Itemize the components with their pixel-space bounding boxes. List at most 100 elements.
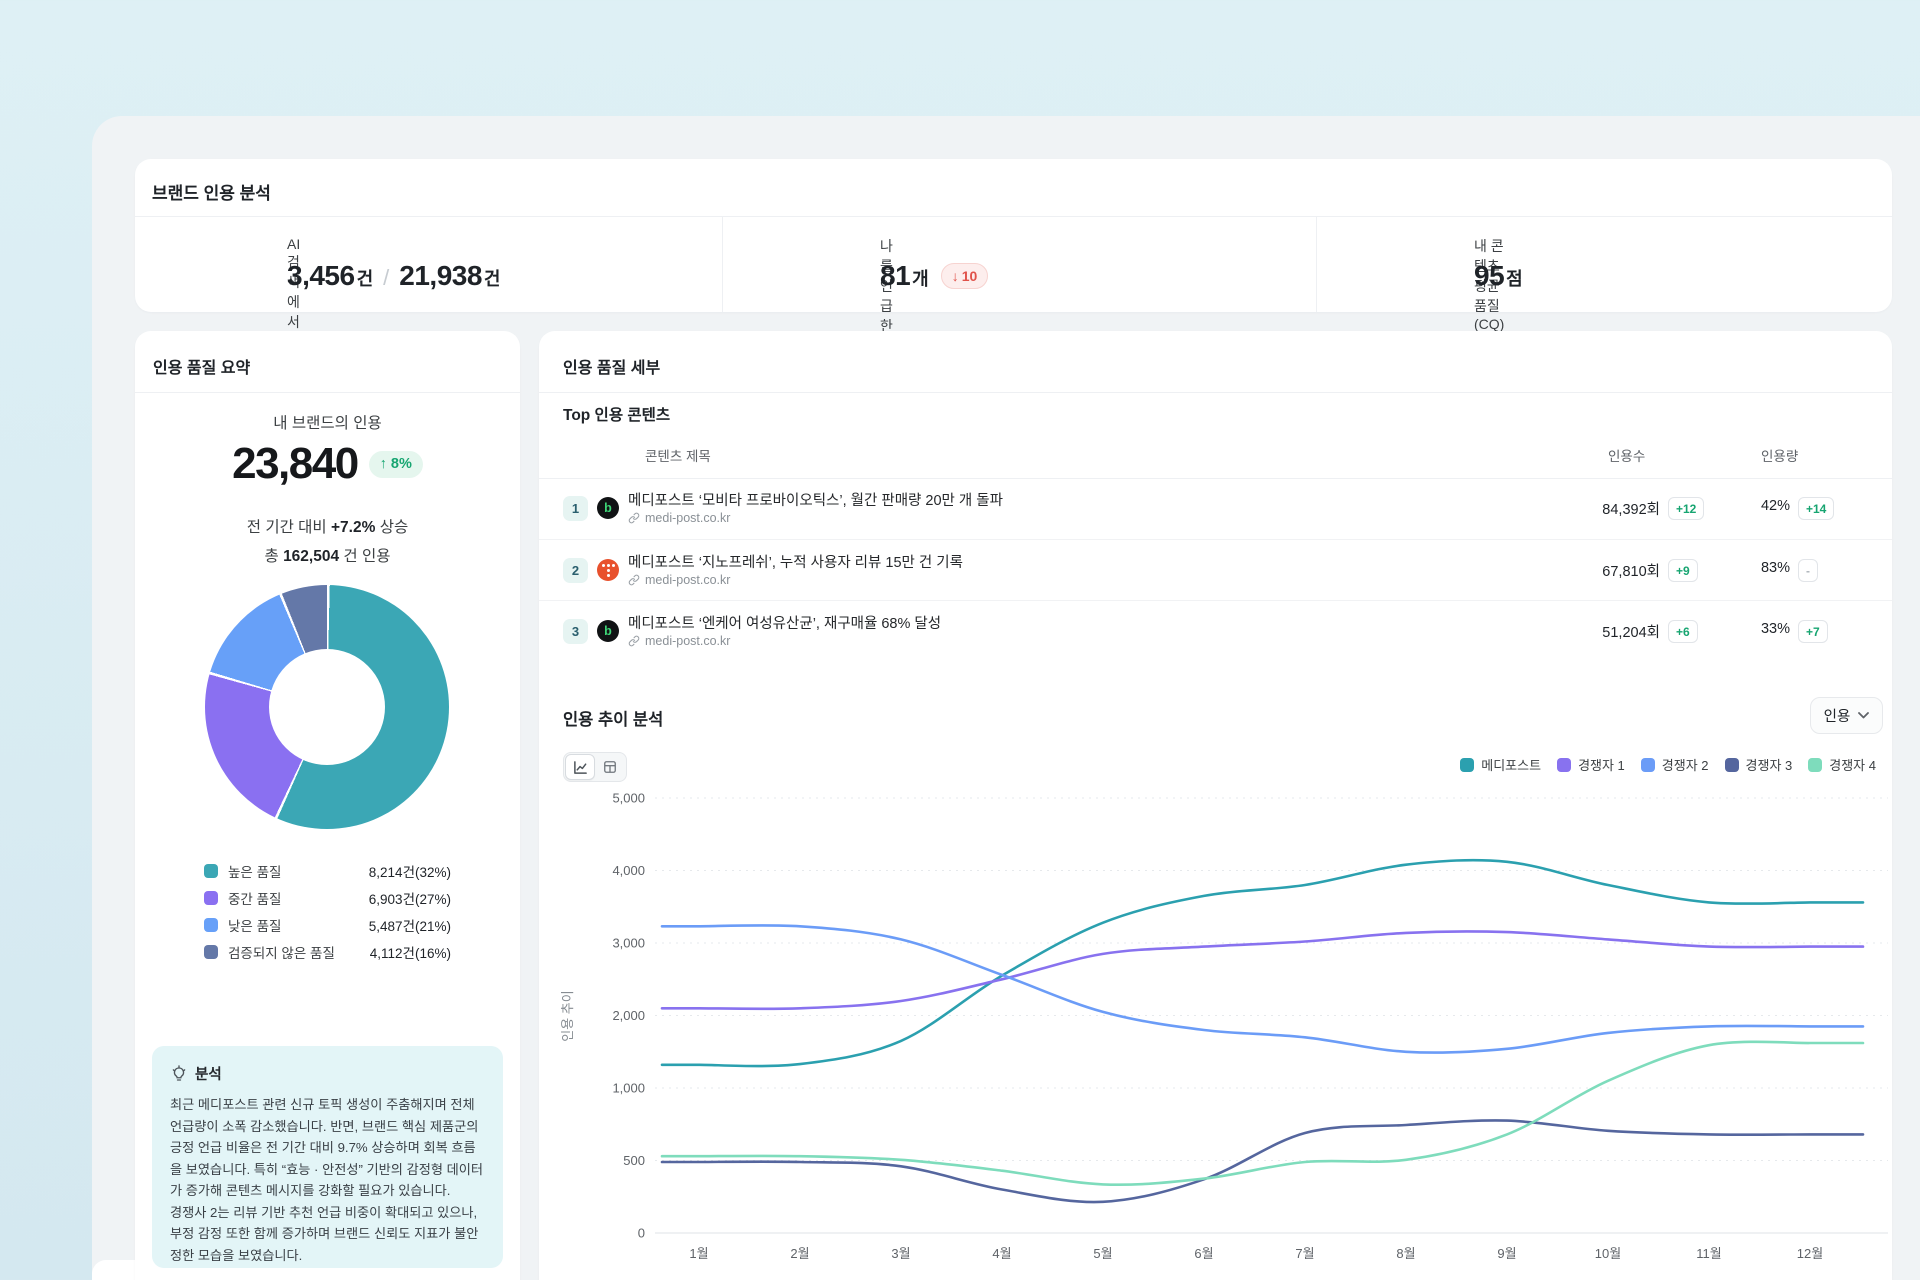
legend-value: 6,903건(27%): [368, 891, 451, 907]
volume-change-badge: +7: [1798, 620, 1828, 643]
y-tick-label: 2,000: [612, 1008, 645, 1023]
citations-value: 67,810회: [1602, 564, 1660, 580]
x-tick-label: 10월: [1595, 1246, 1621, 1261]
citations-change-badge: +12: [1668, 497, 1705, 520]
donut-legend-row: 중간 품질 6,903건(27%): [204, 884, 451, 911]
stat-unit: 건: [483, 269, 501, 289]
rank-badge: 3: [563, 619, 588, 644]
trend-legend-item[interactable]: 경쟁자 3: [1724, 755, 1793, 774]
chart-view-toggle: [563, 752, 627, 782]
divider: [135, 216, 1892, 217]
rank-badge: 1: [563, 496, 588, 521]
content-domain[interactable]: medi-post.co.kr: [628, 573, 730, 587]
series-line: [660, 930, 1865, 1011]
analysis-paragraph: 최근 메디포스트 관련 신규 토픽 생성이 주춤해지며 전체 언급량이 소폭 감…: [170, 1097, 484, 1199]
citations-value: 84,392회: [1602, 502, 1660, 518]
content-row[interactable]: 3 b 메디포스트 ‘엔케어 여성유산균’, 재구매율 68% 달성 medi-pos…: [539, 600, 1892, 661]
y-axis-title: 인용 추이: [560, 990, 575, 1041]
y-tick-label: 1,000: [612, 1081, 645, 1096]
legend-label: 경쟁자 3: [1745, 758, 1793, 773]
count-suffix: 건 인용: [343, 548, 391, 565]
content-title: 메디포스트 ‘지노프레쉬’, 누적 사용자 리뷰 15만 건 기록: [628, 555, 963, 571]
divider: [539, 478, 1892, 479]
trend-legend-item[interactable]: 메디포스트: [1460, 755, 1541, 774]
detail-card-title: 인용 품질 세부: [563, 360, 661, 377]
x-tick-label: 7월: [1295, 1246, 1314, 1261]
content-row[interactable]: 2 메디포스트 ‘지노프레쉬’, 누적 사용자 리뷰 15만 건 기록 medi-p…: [539, 539, 1892, 600]
dots-glyph: [606, 568, 610, 572]
x-tick-label: 3월: [891, 1246, 910, 1261]
x-tick-label: 11월: [1696, 1246, 1721, 1261]
page-title: 브랜드 인용 분석: [152, 184, 271, 203]
b-favicon: b: [597, 620, 619, 642]
legend-swatch: [1724, 757, 1739, 772]
stat-unit: 건: [356, 269, 374, 289]
summary-card-title: 인용 품질 요약: [153, 360, 251, 377]
table-view-button[interactable]: [595, 754, 625, 780]
domain-text: medi-post.co.kr: [645, 573, 731, 587]
summary-change-line: 전 기간 대비 +7.2% 상승: [135, 515, 520, 537]
change-suffix: 상승: [379, 519, 409, 536]
legend-swatch: [1460, 757, 1475, 772]
y-tick-label: 3,000: [612, 936, 645, 951]
donut-legend-row: 높은 품질 8,214건(32%): [204, 857, 451, 884]
summary-total-number: 23,840: [232, 439, 359, 488]
line-chart-view-button[interactable]: [565, 754, 595, 780]
line-chart-icon: [573, 760, 587, 774]
legend-swatch: [204, 890, 218, 905]
stat-unit: 점: [1506, 269, 1523, 289]
link-icon: [628, 635, 640, 647]
change-value: +7.2%: [331, 519, 376, 536]
stat-label: 내 콘텐츠 평균 품질(CQ): [1474, 238, 1505, 332]
citation-quality-summary-card: 인용 품질 요약 내 브랜드의 인용 23,840 ↑ 8% 전 기간 대비 +7…: [135, 331, 520, 1280]
lightbulb-icon: [172, 1064, 186, 1081]
content-domain[interactable]: medi-post.co.kr: [628, 511, 730, 525]
legend-label: 높은 품질: [228, 864, 282, 880]
stat-number: 3,456: [287, 260, 355, 291]
legend-swatch: [1808, 757, 1823, 772]
divider: [539, 392, 1892, 393]
donut-legend: 높은 품질 8,214건(32%) 중간 품질 6,903건(27%) 낮은 품질 5,4…: [204, 857, 451, 965]
count-value: 162,504: [283, 548, 340, 565]
metric-dropdown-label: 인용: [1823, 709, 1851, 725]
stat-number-total: 21,938: [399, 260, 482, 291]
stat-number: 95: [1474, 260, 1505, 291]
column-header-volume: 인용량: [1761, 449, 1799, 464]
y-tick-label: 5,000: [612, 791, 645, 806]
legend-label: 경쟁자 1: [1578, 758, 1625, 773]
column-header-citations: 인용수: [1608, 449, 1646, 464]
citations-value: 51,204회: [1602, 625, 1660, 641]
content-domain[interactable]: medi-post.co.kr: [628, 634, 730, 648]
metric-dropdown[interactable]: 인용: [1810, 697, 1883, 734]
trend-legend-item[interactable]: 경쟁자 4: [1808, 755, 1876, 774]
stat-unit: 개: [912, 269, 929, 289]
legend-label: 경쟁자 2: [1661, 758, 1709, 773]
content-row[interactable]: 1 b 메디포스트 ‘모비타 프로바이오틱스’, 월간 판매량 20만 개 돌파 me…: [539, 478, 1892, 539]
y-tick-label: 0: [638, 1226, 645, 1241]
legend-label: 낮은 품질: [228, 918, 282, 934]
volume-value: 42%: [1760, 498, 1790, 514]
analysis-title: 분석: [195, 1067, 222, 1083]
top-content-heading: Top 인용 콘텐츠: [563, 407, 671, 424]
x-tick-label: 12월: [1797, 1246, 1823, 1261]
legend-label: 메디포스트: [1481, 758, 1542, 773]
content-title: 메디포스트 ‘엔케어 여성유산균’, 재구매율 68% 달성: [628, 616, 942, 632]
link-icon: [628, 574, 640, 586]
trend-section-title: 인용 추이 분석: [563, 711, 664, 729]
citation-quality-detail-card: 인용 품질 세부 Top 인용 콘텐츠 콘텐츠 제목 인용수 인용량 1 b 메디포…: [539, 331, 1892, 1280]
domain-text: medi-post.co.kr: [645, 634, 731, 648]
stat-value: 95 점: [1474, 260, 1523, 292]
summary-total-row: 23,840 ↑ 8%: [135, 439, 520, 489]
stat-number: 81: [880, 260, 911, 291]
x-tick-label: 2월: [790, 1246, 809, 1261]
series-line: [660, 1040, 1865, 1187]
volume-value: 83%: [1760, 560, 1790, 576]
legend-label: 검증되지 않은 품질: [228, 945, 335, 961]
legend-swatch: [204, 863, 218, 878]
trend-legend-item[interactable]: 경쟁자 1: [1557, 755, 1625, 774]
x-tick-label: 5월: [1093, 1246, 1112, 1261]
volume-change-badge: -: [1798, 559, 1818, 582]
divider: [1316, 216, 1317, 312]
trend-legend-item[interactable]: 경쟁자 2: [1640, 755, 1709, 774]
